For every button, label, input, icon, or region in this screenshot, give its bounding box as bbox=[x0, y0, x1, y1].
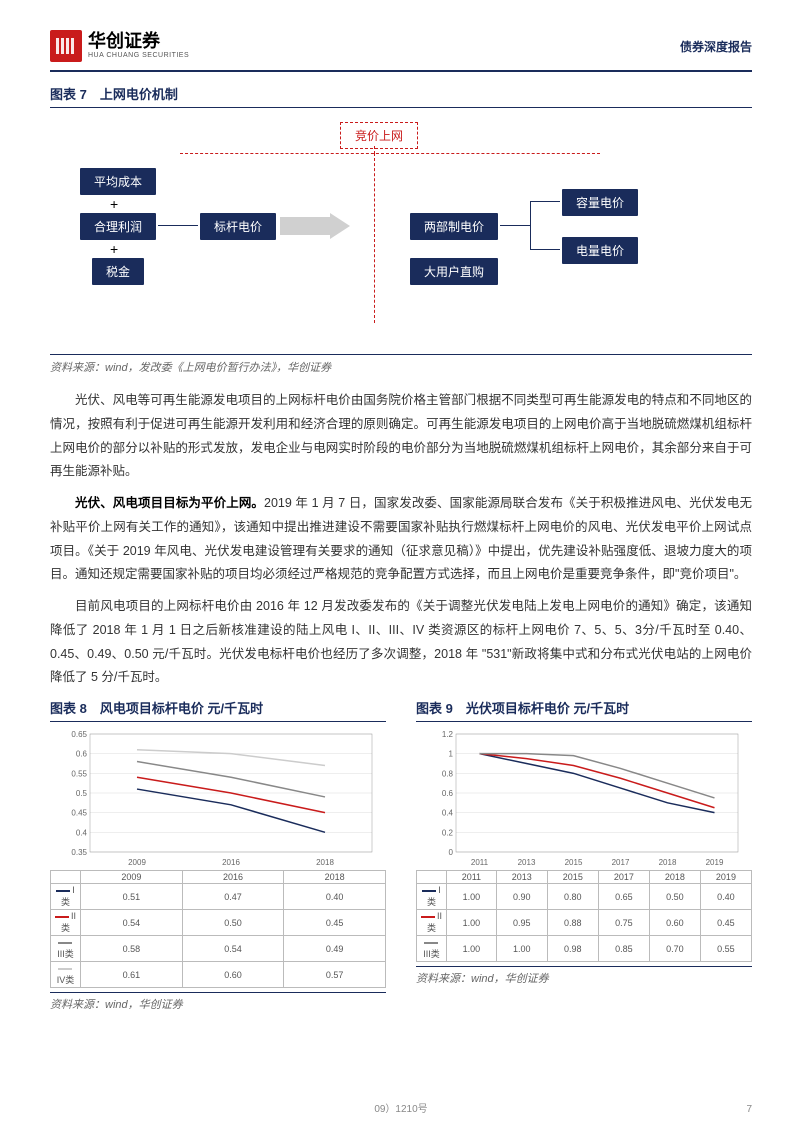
svg-text:1.2: 1.2 bbox=[442, 730, 454, 739]
svg-text:0: 0 bbox=[449, 848, 454, 857]
footer-page: 7 bbox=[746, 1104, 752, 1115]
svg-text:2009: 2009 bbox=[128, 858, 146, 867]
box-avg-cost: 平均成本 bbox=[80, 168, 156, 195]
svg-text:2018: 2018 bbox=[659, 858, 677, 867]
logo: 华创证券 HUA CHUANG SECURITIES bbox=[50, 30, 189, 62]
svg-text:0.6: 0.6 bbox=[442, 789, 454, 798]
chart-8-column: 图表 8 风电项目标杆电价 元/千瓦时 0.350.40.450.50.550.… bbox=[50, 698, 386, 1012]
svg-text:2013: 2013 bbox=[518, 858, 536, 867]
chart-8-svg: 0.35 0.4 0.45 0.5 0.55 0.6 0.65 2009 2016 2018 bbox=[50, 728, 386, 868]
figure-7-title: 图表 7 上网电价机制 bbox=[50, 84, 752, 108]
arrow-icon bbox=[280, 213, 350, 239]
chart-9-table: 201120132015201720182019I类1.000.900.800.… bbox=[416, 870, 752, 962]
box-direct: 大用户直购 bbox=[410, 258, 498, 285]
svg-text:1: 1 bbox=[449, 750, 454, 759]
connector-line bbox=[500, 225, 530, 226]
svg-text:2019: 2019 bbox=[706, 858, 724, 867]
svg-text:0.65: 0.65 bbox=[71, 730, 87, 739]
box-bidding: 竞价上网 bbox=[340, 122, 418, 149]
box-profit: 合理利润 bbox=[80, 213, 156, 240]
svg-text:0.8: 0.8 bbox=[442, 769, 454, 778]
box-tax: 税金 bbox=[92, 258, 144, 285]
svg-text:2015: 2015 bbox=[565, 858, 583, 867]
plus-icon: + bbox=[110, 241, 118, 257]
svg-text:0.4: 0.4 bbox=[442, 809, 454, 818]
paragraph-2-bold: 光伏、风电项目目标为平价上网。 bbox=[75, 496, 264, 510]
chart-8-title: 图表 8 风电项目标杆电价 元/千瓦时 bbox=[50, 698, 386, 722]
chart-8-table: 200920162018I类0.510.470.40II类0.540.500.4… bbox=[50, 870, 386, 988]
logo-en: HUA CHUANG SECURITIES bbox=[88, 52, 189, 60]
svg-text:0.45: 0.45 bbox=[71, 809, 87, 818]
svg-text:0.2: 0.2 bbox=[442, 828, 454, 837]
svg-text:0.5: 0.5 bbox=[76, 789, 88, 798]
chart-9-svg: 0 0.2 0.4 0.6 0.8 1 1.2 2011 2013 2015 2017 2018 201… bbox=[416, 728, 752, 868]
svg-text:2011: 2011 bbox=[471, 858, 489, 867]
chart-8-source: 资料来源：wind，华创证券 bbox=[50, 992, 386, 1012]
figure-7-source: 资料来源：wind，发改委《上网电价暂行办法》，华创证券 bbox=[50, 354, 752, 375]
logo-cn: 华创证券 bbox=[88, 32, 189, 52]
chart-9-title: 图表 9 光伏项目标杆电价 元/千瓦时 bbox=[416, 698, 752, 722]
box-two-part: 两部制电价 bbox=[410, 213, 498, 240]
box-benchmark: 标杆电价 bbox=[200, 213, 276, 240]
red-dashed-line bbox=[374, 153, 375, 323]
plus-icon: + bbox=[110, 196, 118, 212]
footer-center: 09）1210号 bbox=[0, 1100, 802, 1115]
paragraph-2: 光伏、风电项目目标为平价上网。2019 年 1 月 7 日，国家发改委、国家能源… bbox=[50, 492, 752, 587]
red-dashed-line bbox=[180, 153, 600, 154]
box-energy: 电量电价 bbox=[562, 237, 638, 264]
logo-mark-icon bbox=[50, 30, 82, 62]
box-capacity: 容量电价 bbox=[562, 189, 638, 216]
svg-text:0.55: 0.55 bbox=[71, 769, 87, 778]
chart-9-source: 资料来源：wind，华创证券 bbox=[416, 966, 752, 986]
figure-7-flowchart: 平均成本 + 合理利润 + 税金 标杆电价 竞价上网 两部制电价 大用户直购 容… bbox=[50, 118, 752, 348]
svg-text:2018: 2018 bbox=[316, 858, 334, 867]
svg-text:2016: 2016 bbox=[222, 858, 240, 867]
chart-9-column: 图表 9 光伏项目标杆电价 元/千瓦时 0 0.2 0.4 0.6 0.8 1 1.2 201… bbox=[416, 698, 752, 1012]
header-category: 债券深度报告 bbox=[680, 38, 752, 55]
svg-text:0.35: 0.35 bbox=[71, 848, 87, 857]
connector-line bbox=[530, 201, 560, 202]
svg-text:0.6: 0.6 bbox=[76, 750, 88, 759]
page-header: 华创证券 HUA CHUANG SECURITIES 债券深度报告 bbox=[50, 30, 752, 72]
paragraph-1: 光伏、风电等可再生能源发电项目的上网标杆电价由国务院价格主管部门根据不同类型可再… bbox=[50, 389, 752, 484]
connector-line bbox=[530, 201, 531, 249]
connector-line bbox=[530, 249, 560, 250]
svg-text:2017: 2017 bbox=[612, 858, 630, 867]
svg-text:0.4: 0.4 bbox=[76, 828, 88, 837]
paragraph-3: 目前风电项目的上网标杆电价由 2016 年 12 月发改委发布的《关于调整光伏发… bbox=[50, 595, 752, 690]
connector-line bbox=[158, 225, 198, 226]
